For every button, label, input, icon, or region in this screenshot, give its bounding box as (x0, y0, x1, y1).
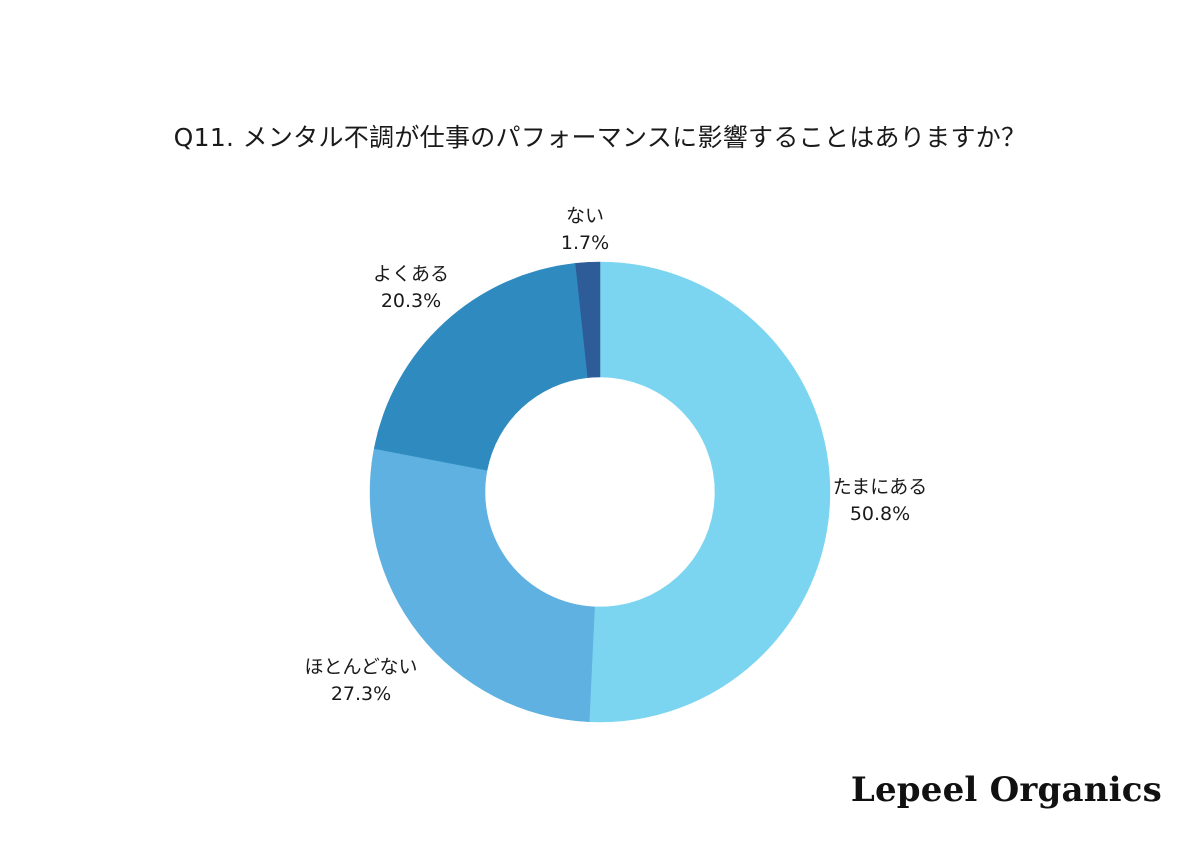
chart-title: Q11. メンタル不調が仕事のパフォーマンスに影響することはありますか？ (173, 123, 1027, 152)
slice-label: ほとんどない 27.3% (304, 654, 417, 708)
slice-label: よくある 20.3% (373, 261, 449, 315)
slice-label-name: よくある (372, 263, 450, 285)
slice-label: ない 1.7% (561, 203, 609, 257)
slice-label-percent: 27.3% (330, 683, 392, 705)
slice-label: たまにある 50.8% (833, 474, 927, 528)
donut-slice-4 (575, 261, 601, 378)
donut-slice-1 (588, 261, 831, 723)
slice-label-name: ほとんどない (304, 656, 418, 678)
slice-label-percent: 20.3% (380, 290, 442, 312)
slice-label-percent: 50.8% (849, 503, 911, 525)
donut-slice-2 (369, 448, 595, 723)
slice-label-name: ない (565, 205, 604, 227)
slice-label-percent: 1.7% (560, 232, 610, 254)
slice-label-name: たまにある (832, 476, 928, 498)
donut-slices (369, 261, 831, 723)
brand-logo-text: Lepeel Organics (850, 770, 1162, 810)
donut-slice-3 (373, 263, 589, 471)
